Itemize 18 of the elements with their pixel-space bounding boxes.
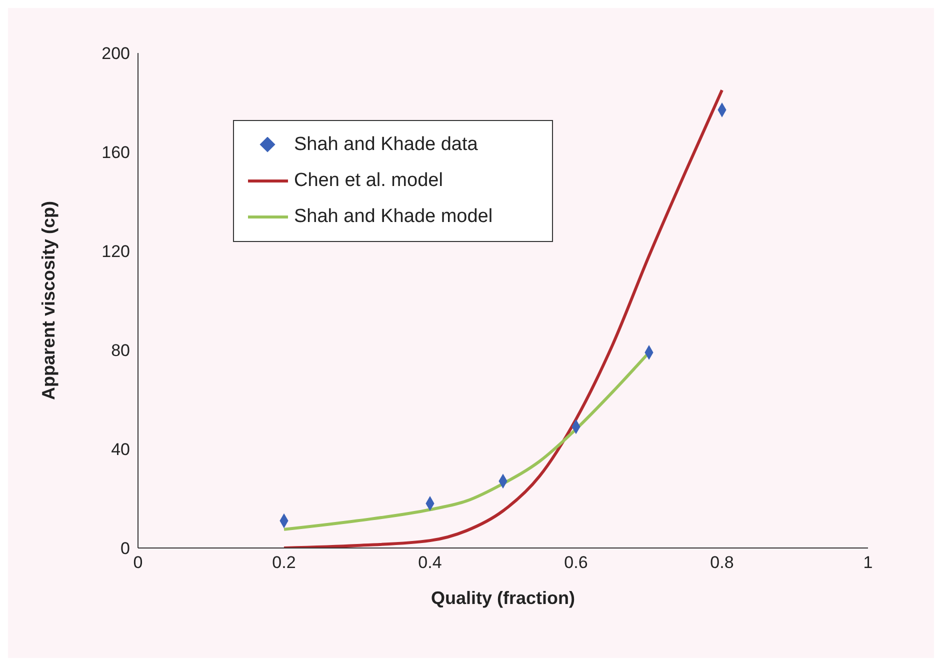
y-tick-label: 160 — [102, 143, 130, 162]
x-axis-title: Quality (fraction) — [430, 588, 576, 608]
x-tick-label: 1 — [863, 553, 873, 572]
x-tick-label: 0.2 — [272, 553, 296, 572]
y-tick-label: 120 — [102, 242, 130, 262]
x-tick-label: 0 — [133, 553, 143, 572]
x-tick-label: 0.4 — [418, 553, 442, 572]
y-tick-label: 0 — [120, 539, 130, 558]
legend-label: Shah and Khade data — [294, 133, 478, 157]
x-tick-label: 0.8 — [710, 553, 734, 572]
y-tick-label: 40 — [111, 440, 130, 460]
x-tick-label: 0.6 — [564, 553, 588, 572]
y-tick-label: 200 — [102, 44, 130, 64]
y-axis-title: Apparent viscosity (cp) — [38, 200, 58, 400]
y-tick-label: 80 — [111, 341, 130, 360]
legend-label: Chen et al. model — [294, 169, 443, 193]
line-series — [282, 88, 724, 548]
legend-label: Shah and Khade model — [294, 205, 493, 229]
